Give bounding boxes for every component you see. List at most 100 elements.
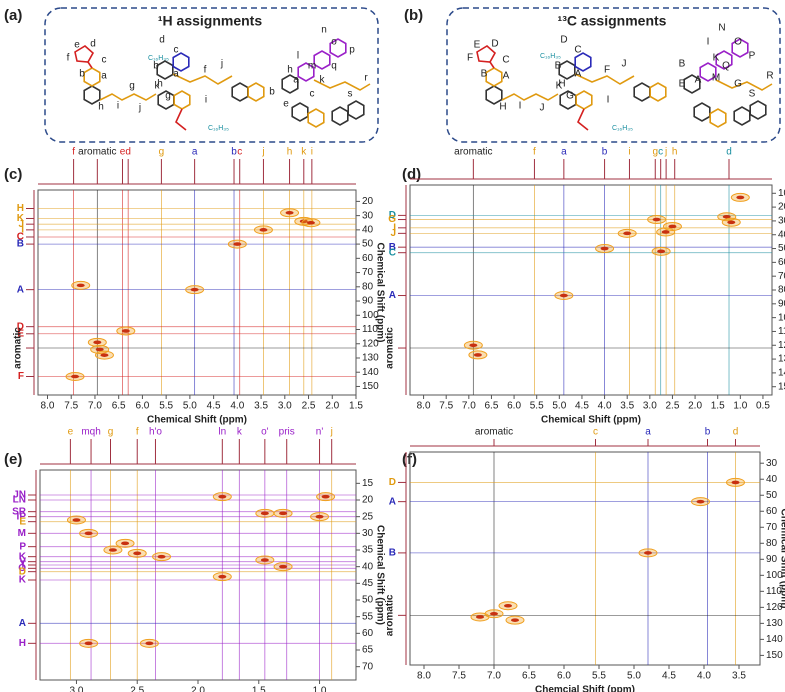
ring [633,82,651,102]
atom-label: F [467,53,473,64]
atom-label: R [766,71,773,82]
cross-peak-core [76,283,85,288]
cross-peak-core [121,541,130,546]
side-label: IP [17,511,27,522]
peak-label: c [593,427,598,438]
y-tick-label: 20 [362,495,374,506]
side-label: LN [13,495,26,506]
y-tick-label: 90 [766,554,778,565]
peak-label: o' [261,427,269,438]
x-tick-label: 0.5 [756,401,770,412]
y-tick-label: 35 [362,545,374,556]
panel-title: ¹³C assignments [558,13,667,29]
side-label: C [389,247,396,258]
cross-peak-core [668,224,677,229]
atom-label: A [575,69,582,80]
side-label: C [17,232,24,243]
x-tick-label: 5.5 [592,671,606,682]
atom-label: F [604,65,610,76]
side-label: K [19,575,27,586]
ring [649,82,667,102]
y-tick-label: 50 [778,243,785,254]
peak-label: b [705,427,711,438]
peak-label: mqh [81,427,100,438]
y-tick-label: 130 [362,353,379,364]
panel-label: (d) [402,166,421,183]
y-tick-label: 100 [362,310,379,321]
atom-label: J [540,103,545,114]
y-tick-label: 60 [362,253,374,264]
ring [347,100,365,120]
plot-frame [409,451,761,666]
x-tick-label: 3.5 [254,401,268,412]
ring [558,60,576,80]
atom-label: b [269,87,275,98]
x-tick-label: 2.5 [665,401,679,412]
atom-label: D [560,35,567,46]
atom-label: j [220,59,223,70]
cross-peak-core [504,603,512,608]
atom-label: k [320,75,326,86]
x-tick-label: 5.5 [530,401,544,412]
cross-peak-core [145,641,154,646]
cross-peak-core [260,511,269,516]
side-label: aromatic [13,327,24,369]
atom-label: I [607,95,610,106]
atom-label: d [90,39,96,50]
cross-peak-core [157,554,166,559]
ring [297,62,315,82]
y-tick-label: 40 [778,229,785,240]
side-label: aromatic [385,327,396,369]
y-tick-label: 130 [766,618,783,629]
peak-label: g [652,147,658,158]
plot-frame [37,189,357,396]
ring [329,38,347,58]
panel-label: (a) [4,7,22,24]
y-tick-label: 30 [362,528,374,539]
cross-peak-core [600,246,609,251]
panel-label: (c) [4,166,22,183]
atom-label: J [622,59,627,70]
x-tick-label: 1.5 [349,401,363,412]
x-tick-label: 2.0 [191,686,205,692]
cross-peak-core [84,531,93,536]
ring [485,67,503,87]
ring [307,108,325,128]
ring [291,102,309,122]
peak-label: aromatic [454,147,492,158]
ring [313,50,331,70]
atom-label: e [74,40,80,51]
y-tick-label: 50 [362,595,374,606]
side-label: D [17,321,24,332]
atom-label: a [293,75,299,86]
peak-label: f [136,427,139,438]
peak-label: n' [316,427,324,438]
atom-label: P [749,51,756,62]
x-tick-label: 5.0 [627,671,641,682]
y-tick-label: 70 [362,267,374,278]
bond [501,93,559,101]
cross-peak-core [279,564,288,569]
atom-label: g [165,91,171,102]
ring [574,52,592,72]
panel-box [446,7,781,143]
cross-peak-core [736,195,745,200]
x-tick-label: 1.5 [711,401,725,412]
y-tick-label: 70 [362,661,374,672]
peak-label: a [561,147,567,158]
ring [173,90,191,110]
atom-label: B [481,69,488,80]
y-tick-label: 110 [766,586,782,597]
cross-peak-core [469,343,478,348]
x-tick-label: 4.5 [662,671,676,682]
y-tick-label: 90 [778,298,785,309]
side-label: aromatic [385,594,396,636]
peak-label: d [733,427,739,438]
peak-label: ln [218,427,226,438]
x-tick-label: 6.5 [484,401,498,412]
cross-peak-core [93,340,102,345]
x-tick-label: 3.5 [620,401,634,412]
side-label: A [389,290,396,301]
y-axis-label: Chemical Shift (ppm) [778,508,785,608]
cross-peak-core [218,574,227,579]
